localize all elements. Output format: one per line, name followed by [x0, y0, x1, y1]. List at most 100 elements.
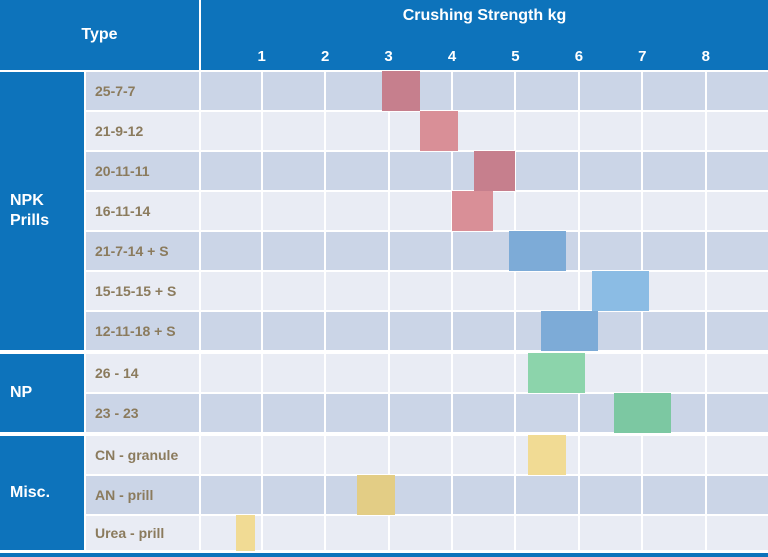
gridline	[260, 394, 263, 432]
row-label: 21-9-12	[86, 112, 199, 150]
gridline	[387, 112, 390, 150]
gridline	[451, 312, 454, 350]
row-track	[201, 311, 768, 351]
gridline	[451, 72, 454, 110]
gridline	[260, 312, 263, 350]
gridline	[514, 72, 517, 110]
gridline	[704, 192, 707, 230]
gridline	[577, 152, 580, 190]
gridline	[451, 436, 454, 474]
gridline	[260, 152, 263, 190]
gridline	[260, 232, 263, 270]
row-track	[201, 71, 768, 111]
gridline	[324, 312, 327, 350]
row-label: 16-11-14	[86, 192, 199, 230]
row-track	[201, 231, 768, 271]
row-label: 25-7-7	[86, 72, 199, 110]
gridline	[577, 516, 580, 550]
gridline	[514, 394, 517, 432]
row-label: AN - prill	[86, 476, 199, 514]
gridline	[641, 354, 644, 392]
gridline	[704, 312, 707, 350]
gridline	[641, 436, 644, 474]
range-bar	[452, 191, 494, 231]
row-label: 12-11-18 + S	[86, 312, 199, 350]
gridline	[577, 476, 580, 514]
gridline	[514, 272, 517, 310]
gridline	[324, 272, 327, 310]
gridline	[514, 476, 517, 514]
gridline	[387, 354, 390, 392]
gridline	[451, 152, 454, 190]
range-bar	[528, 435, 567, 475]
gridline	[577, 232, 580, 270]
row-track	[201, 353, 768, 393]
gridline	[641, 312, 644, 350]
gridline	[704, 232, 707, 270]
gridline	[704, 394, 707, 432]
gridline	[324, 436, 327, 474]
row-label: 23 - 23	[86, 394, 199, 432]
gridline	[451, 476, 454, 514]
gridline	[577, 192, 580, 230]
row-label: Urea - prill	[86, 516, 199, 550]
gridline	[704, 476, 707, 514]
x-axis-tick-5: 5	[511, 48, 520, 65]
chart-body: 25-7-7 21-9-12 20-11-11 16-11-14 21-7-14 + S…	[0, 71, 768, 553]
row-track	[201, 393, 768, 433]
gridline	[260, 112, 263, 150]
gridline	[260, 72, 263, 110]
gridline	[260, 354, 263, 392]
strength-column-header: Crushing Strength kg 1 2 3 4 5 6 7 8	[201, 0, 768, 70]
gridline	[641, 232, 644, 270]
range-bar	[382, 71, 421, 111]
gridline	[451, 394, 454, 432]
gridline	[514, 436, 517, 474]
row-track	[201, 111, 768, 151]
row-label: 15-15-15 + S	[86, 272, 199, 310]
gridline	[577, 436, 580, 474]
gridline	[324, 72, 327, 110]
gridline	[324, 476, 327, 514]
gridline	[514, 192, 517, 230]
x-axis-tick-2: 2	[320, 48, 330, 65]
row-track	[201, 191, 768, 231]
gridline	[260, 192, 263, 230]
gridline	[514, 112, 517, 150]
row-label: 21-7-14 + S	[86, 232, 199, 270]
gridline	[324, 152, 327, 190]
gridline	[641, 192, 644, 230]
gridline	[577, 72, 580, 110]
range-bar	[591, 271, 649, 311]
gridline	[451, 232, 454, 270]
gridline	[260, 436, 263, 474]
row-track	[201, 435, 768, 475]
range-bar	[420, 111, 459, 151]
gridline	[387, 516, 390, 550]
gridline	[641, 72, 644, 110]
bottom-border	[0, 553, 768, 557]
range-bar	[540, 311, 598, 351]
group-cell-npk: NPK Prills	[0, 72, 84, 350]
row-track	[201, 151, 768, 191]
gridline	[577, 394, 580, 432]
gridline	[641, 476, 644, 514]
row-track	[201, 515, 768, 551]
gridline	[704, 112, 707, 150]
gridline	[387, 436, 390, 474]
gridline	[387, 152, 390, 190]
gridline	[514, 312, 517, 350]
gridline	[387, 272, 390, 310]
gridline	[387, 232, 390, 270]
x-axis-tick-3: 3	[384, 48, 393, 65]
group-cell-np: NP	[0, 354, 84, 432]
group-cell-misc: Misc.	[0, 436, 84, 550]
row-label: 26 - 14	[86, 354, 199, 392]
gridline	[324, 516, 327, 550]
x-axis-tick-1: 1	[257, 48, 266, 65]
gridline	[387, 192, 390, 230]
type-column-header: Type	[0, 0, 199, 70]
gridline	[387, 312, 390, 350]
gridline	[704, 72, 707, 110]
gridline	[324, 232, 327, 270]
